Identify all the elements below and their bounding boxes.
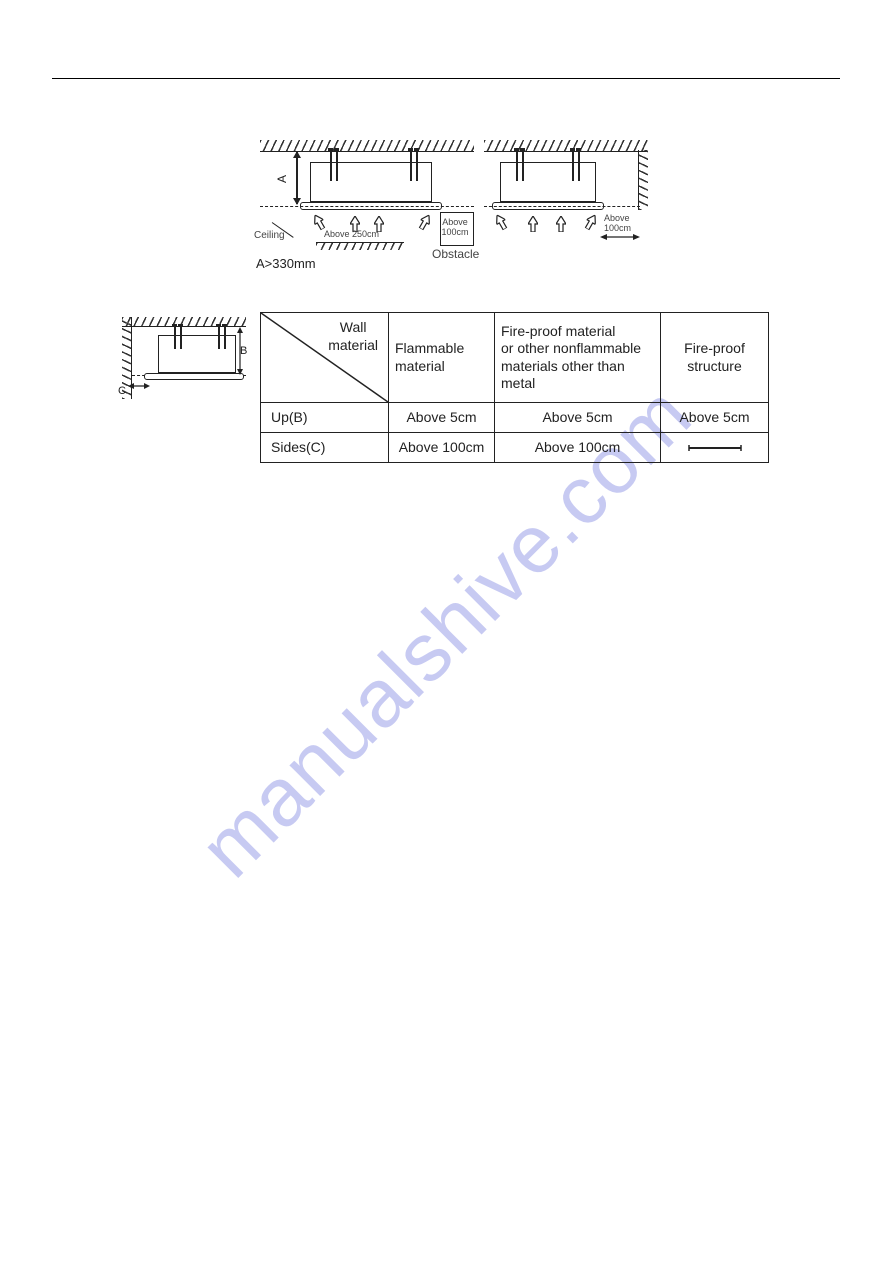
wall-hatch-right bbox=[638, 150, 648, 210]
clearance-left-label: Above 250cm bbox=[324, 230, 379, 240]
row-label-up: Up(B) bbox=[261, 403, 389, 433]
cell: Above 100cm bbox=[389, 433, 495, 463]
table-row: Up(B) Above 5cm Above 5cm Above 5cm bbox=[261, 403, 769, 433]
table-diag-header: Wall material bbox=[261, 313, 389, 403]
dim-B-label: B bbox=[240, 345, 247, 357]
air-arrow-icon bbox=[528, 216, 538, 232]
bolt bbox=[174, 327, 176, 349]
wall-material-label: Wall material bbox=[328, 319, 378, 354]
cell: Above 5cm bbox=[389, 403, 495, 433]
air-arrow-icon bbox=[556, 216, 566, 232]
col-fireproof-structure: Fire-proof structure bbox=[661, 313, 769, 403]
row-label-sides: Sides(C) bbox=[261, 433, 389, 463]
dim-A-label: A bbox=[275, 175, 289, 183]
cell: Above 5cm bbox=[661, 403, 769, 433]
bolt bbox=[330, 151, 332, 181]
panel-left bbox=[300, 202, 442, 210]
indoor-unit-right bbox=[500, 162, 596, 202]
col-flammable: Flammable material bbox=[389, 313, 495, 403]
clearance-right-label: Above 100cm bbox=[604, 214, 638, 234]
bolt bbox=[522, 151, 524, 181]
bolt bbox=[224, 327, 226, 349]
cell: Above 100cm bbox=[495, 433, 661, 463]
air-arrow-icon bbox=[493, 213, 510, 232]
cell: Above 5cm bbox=[495, 403, 661, 433]
page-top-rule bbox=[52, 78, 840, 79]
bolt bbox=[578, 151, 580, 181]
indoor-unit-left bbox=[310, 162, 432, 202]
side-top-hatch bbox=[122, 317, 246, 327]
dim-A-arrow bbox=[290, 152, 304, 204]
bolt bbox=[180, 327, 182, 349]
cell-dash bbox=[661, 433, 769, 463]
air-arrow-icon bbox=[417, 213, 434, 232]
bolt bbox=[336, 151, 338, 181]
side-clearance-diagram: B C bbox=[122, 317, 246, 407]
col-fireproof-material: Fire-proof material or other nonflammabl… bbox=[495, 313, 661, 403]
ceiling-label: Ceiling bbox=[254, 230, 285, 241]
table-header-row: Wall material Flammable material Fire-pr… bbox=[261, 313, 769, 403]
ceiling-hatch-right bbox=[484, 140, 648, 152]
bolt bbox=[410, 151, 412, 181]
air-arrow-icon bbox=[583, 213, 600, 232]
clearance-mid-label: Above 100cm bbox=[438, 218, 472, 238]
clearance-table: Wall material Flammable material Fire-pr… bbox=[260, 312, 769, 463]
bolt bbox=[218, 327, 220, 349]
obstacle-label: Obstacle bbox=[432, 248, 479, 261]
dim-C-label: C bbox=[118, 385, 126, 397]
a-gt-note: A>330mm bbox=[256, 256, 316, 271]
bolt bbox=[572, 151, 574, 181]
bolt bbox=[516, 151, 518, 181]
panel-right bbox=[492, 202, 604, 210]
side-panel bbox=[144, 373, 244, 380]
table-row: Sides(C) Above 100cm Above 100cm bbox=[261, 433, 769, 463]
floor-hatch bbox=[316, 242, 404, 250]
dim-C-arrow bbox=[128, 381, 150, 391]
top-clearance-diagram: A Ceiling Above 250cm Above 100cm Above … bbox=[260, 140, 650, 270]
bolt bbox=[416, 151, 418, 181]
dim-arrow-h bbox=[600, 232, 640, 242]
